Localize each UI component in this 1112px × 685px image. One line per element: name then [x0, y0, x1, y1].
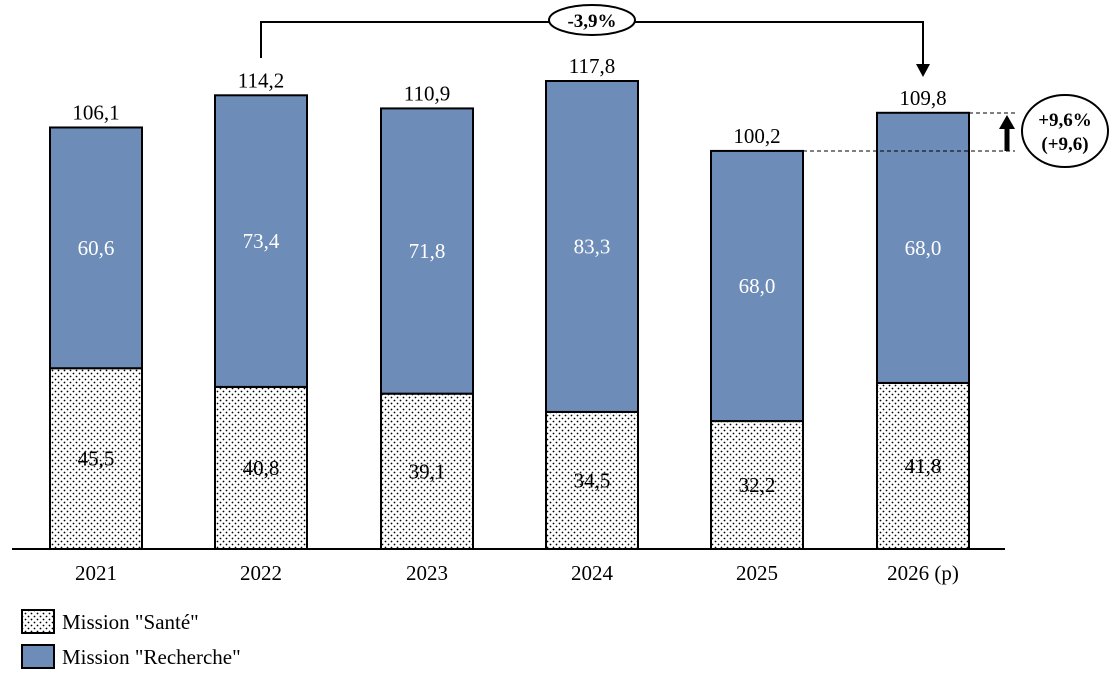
label-total: 109,8 — [899, 86, 946, 110]
label-sante: 41,8 — [905, 454, 942, 478]
x-tick-label: 2023 — [406, 561, 448, 585]
x-tick-label: 2022 — [240, 561, 282, 585]
x-tick-label: 2025 — [736, 561, 778, 585]
bar-recherche-2023 — [380, 107, 474, 395]
change-bracket-2022-2026: -3,9% — [260, 4, 930, 77]
change-abs-label: (+9,6) — [1041, 134, 1088, 155]
change-annotation-2025-2026: +9,6% (+9,6) — [803, 94, 1109, 168]
bar-recherche-2025 — [710, 149, 804, 423]
bar-recherche-2022 — [214, 94, 308, 388]
legend-label-recherche: Mission "Recherche" — [62, 645, 241, 669]
label-total: 117,8 — [569, 54, 615, 78]
label-sante: 32,2 — [739, 473, 776, 497]
up-arrow-icon — [999, 115, 1015, 129]
label-sante: 45,5 — [78, 447, 115, 471]
label-total: 106,1 — [72, 100, 119, 124]
legend-label-sante: Mission "Santé" — [62, 610, 199, 634]
label-total: 110,9 — [404, 81, 450, 105]
x-tick-label: 2021 — [75, 561, 117, 585]
label-recherche: 68,0 — [739, 274, 776, 298]
bar-recherche-2026 — [876, 111, 970, 384]
label-recherche: 73,4 — [243, 229, 280, 253]
label-recherche: 83,3 — [574, 234, 611, 258]
label-recherche: 71,8 — [409, 239, 446, 263]
label-total: 114,2 — [238, 68, 284, 92]
bar-sante-2021 — [49, 367, 143, 550]
bar-sante-2026 — [876, 381, 970, 550]
label-total: 100,2 — [733, 124, 780, 148]
change-pct-label: +9,6% — [1038, 110, 1092, 131]
legend: Mission "Santé" Mission "Recherche" — [21, 609, 241, 669]
label-recherche: 68,0 — [905, 236, 942, 260]
x-tick-label: 2024 — [571, 561, 614, 585]
legend-swatch-sante — [21, 609, 55, 634]
x-tick-label: 2026 (p) — [887, 561, 959, 585]
label-recherche: 60,6 — [78, 236, 115, 260]
legend-swatch-recherche — [21, 644, 55, 669]
bar-recherche-2021 — [49, 126, 143, 370]
label-sante: 39,1 — [409, 459, 446, 483]
bar-recherche-2024 — [545, 80, 639, 413]
label-sante: 34,5 — [574, 468, 611, 492]
change-label-2022-2026: -3,9% — [567, 11, 616, 32]
label-sante: 40,8 — [243, 456, 280, 480]
